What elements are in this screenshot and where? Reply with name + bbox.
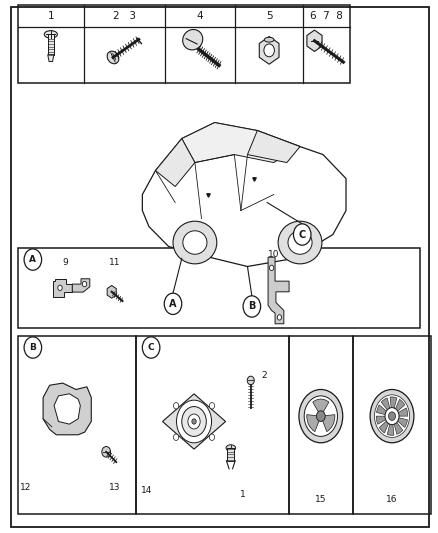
Polygon shape	[259, 36, 279, 64]
Circle shape	[182, 407, 206, 437]
Circle shape	[269, 265, 274, 271]
Wedge shape	[313, 399, 329, 416]
Wedge shape	[379, 416, 392, 433]
Ellipse shape	[44, 30, 57, 38]
Polygon shape	[48, 55, 54, 62]
Wedge shape	[392, 416, 403, 434]
Text: B: B	[248, 302, 255, 311]
Ellipse shape	[183, 29, 203, 50]
Bar	[289, 336, 353, 514]
Ellipse shape	[278, 221, 322, 264]
Circle shape	[24, 249, 42, 270]
Circle shape	[192, 419, 196, 424]
Circle shape	[264, 44, 274, 57]
Wedge shape	[392, 416, 407, 427]
Bar	[136, 336, 289, 514]
Bar	[227, 448, 234, 461]
Bar	[18, 248, 420, 328]
Circle shape	[102, 447, 111, 457]
Text: C: C	[148, 343, 155, 352]
Ellipse shape	[183, 231, 207, 254]
Circle shape	[385, 408, 399, 425]
Circle shape	[58, 285, 62, 290]
Text: 15: 15	[315, 495, 327, 504]
Wedge shape	[392, 399, 405, 416]
Circle shape	[277, 314, 282, 320]
Text: C: C	[299, 230, 306, 239]
Circle shape	[177, 400, 212, 443]
Polygon shape	[268, 257, 289, 324]
Circle shape	[374, 395, 410, 438]
Text: A: A	[29, 255, 36, 264]
Wedge shape	[387, 416, 394, 435]
Bar	[48, 34, 54, 55]
Circle shape	[247, 376, 254, 385]
Circle shape	[304, 396, 337, 437]
Polygon shape	[43, 383, 91, 435]
Text: 14: 14	[141, 486, 152, 495]
Polygon shape	[107, 286, 116, 298]
Text: B: B	[29, 343, 36, 352]
Ellipse shape	[265, 37, 274, 42]
Bar	[18, 5, 350, 83]
Circle shape	[173, 434, 179, 440]
Wedge shape	[307, 415, 321, 432]
Circle shape	[24, 337, 42, 358]
Wedge shape	[381, 398, 392, 416]
Wedge shape	[392, 408, 408, 416]
Wedge shape	[390, 397, 397, 416]
Text: 1: 1	[47, 11, 54, 21]
Circle shape	[389, 412, 396, 421]
Polygon shape	[155, 139, 195, 187]
Circle shape	[142, 337, 160, 358]
Polygon shape	[142, 123, 346, 266]
Polygon shape	[53, 279, 72, 297]
Polygon shape	[162, 394, 226, 449]
Text: 12: 12	[20, 483, 31, 492]
Text: 2: 2	[261, 370, 267, 379]
Text: A: A	[169, 299, 177, 309]
Ellipse shape	[226, 445, 236, 451]
Polygon shape	[182, 123, 300, 163]
Text: 2   3: 2 3	[113, 11, 136, 21]
Text: 1: 1	[240, 490, 246, 498]
Text: 11: 11	[110, 258, 121, 266]
Circle shape	[164, 293, 182, 314]
Circle shape	[299, 390, 343, 443]
Circle shape	[188, 414, 200, 429]
Wedge shape	[321, 415, 335, 432]
Text: 10: 10	[268, 250, 279, 259]
Polygon shape	[54, 394, 80, 424]
Wedge shape	[376, 416, 392, 424]
Circle shape	[370, 390, 414, 443]
Circle shape	[293, 224, 311, 245]
Text: 6  7  8: 6 7 8	[310, 11, 343, 21]
Circle shape	[173, 402, 179, 409]
Bar	[18, 336, 136, 514]
Text: 4: 4	[197, 11, 204, 21]
Text: 13: 13	[109, 483, 120, 492]
Polygon shape	[72, 279, 90, 292]
Ellipse shape	[288, 231, 312, 254]
Circle shape	[209, 402, 215, 409]
Circle shape	[243, 296, 261, 317]
Ellipse shape	[107, 51, 119, 64]
Text: 9: 9	[62, 258, 68, 266]
Text: 16: 16	[386, 495, 398, 504]
Circle shape	[209, 434, 215, 440]
Bar	[353, 336, 431, 514]
Polygon shape	[247, 131, 300, 163]
Wedge shape	[377, 405, 392, 416]
Polygon shape	[307, 30, 322, 52]
Circle shape	[82, 281, 87, 287]
Ellipse shape	[173, 221, 217, 264]
Text: 5: 5	[266, 11, 272, 21]
Circle shape	[316, 411, 325, 422]
